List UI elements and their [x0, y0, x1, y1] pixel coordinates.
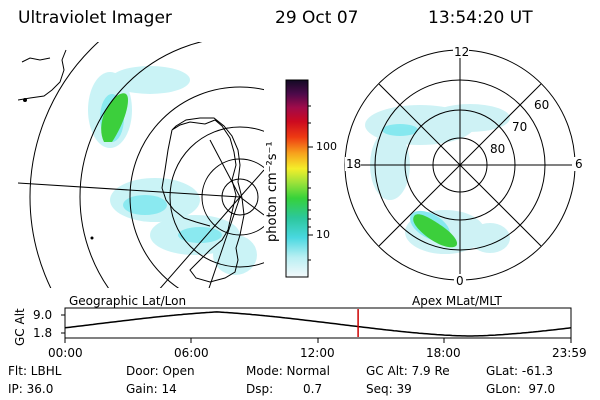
colorbar-tick-10: 10 [316, 228, 330, 241]
alt-plot-frame [64, 307, 572, 339]
mlt-6-label: 6 [575, 157, 583, 171]
polar-panel-label: Apex MLat/MLT [412, 294, 502, 308]
dsp-value: 0.7 [303, 382, 323, 396]
mode-readout: Mode: Normal [246, 364, 330, 378]
colorbar-unit-label: photon cm⁻²s⁻¹ [265, 141, 280, 242]
alt-xtick-0: 00:00 [48, 346, 83, 360]
ip-readout: IP: 36.0 [8, 382, 54, 396]
lat-70-label: 70 [512, 120, 528, 134]
colorbar [285, 79, 309, 278]
filter-readout: Flt: LBHL [8, 364, 62, 378]
geo-map [18, 42, 264, 288]
alt-xtick-2: 12:00 [300, 346, 335, 360]
dsp-label: Dsp: [246, 382, 274, 396]
door-readout: Door: Open [126, 364, 195, 378]
geo-panel-label: Geographic Lat/Lon [69, 294, 187, 308]
lat-80-label: 80 [490, 142, 506, 156]
glon-readout: GLon: 97.0 [486, 382, 556, 396]
gain-readout: Gain: 14 [126, 382, 177, 396]
alt-xtick-4: 23:59 [552, 346, 587, 360]
mlt-18-label: 18 [346, 157, 362, 171]
mlt-12-label: 12 [454, 45, 470, 59]
colorbar-tick-100: 100 [316, 140, 337, 153]
alt-curve [64, 311, 572, 337]
polar-aurora-bright [413, 214, 458, 248]
time-label: 13:54:20 UT [428, 8, 533, 28]
mlt-0-label: 0 [456, 274, 464, 288]
alt-y-bottom: 1.8 [33, 326, 53, 340]
glat-readout: GLat: -61.3 [486, 364, 553, 378]
instrument-title: Ultraviolet Imager [18, 8, 172, 28]
gcalt-readout: GC Alt: 7.9 Re [366, 364, 450, 378]
lat-60-label: 60 [534, 98, 550, 112]
alt-xtick-1: 06:00 [174, 346, 209, 360]
seq-readout: Seq: 39 [366, 382, 412, 396]
alt-ylabel: GC Alt [13, 308, 27, 346]
alt-y-top: 9.0 [33, 308, 53, 322]
alt-xtick-3: 18:00 [426, 346, 461, 360]
geo-aurora-bright [101, 93, 128, 142]
date-label: 29 Oct 07 [275, 8, 359, 28]
